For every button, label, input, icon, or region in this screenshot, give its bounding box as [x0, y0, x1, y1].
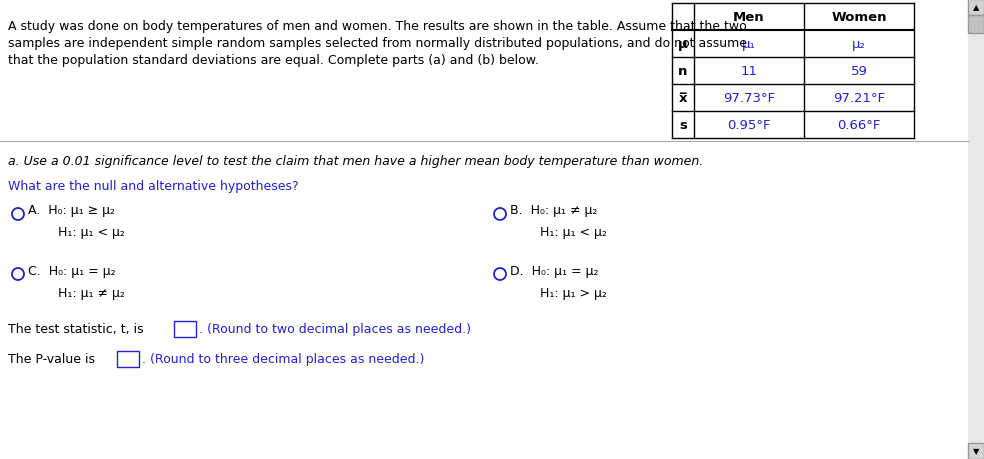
Text: x̅: x̅	[679, 92, 687, 105]
FancyBboxPatch shape	[968, 0, 984, 459]
Text: H₁: μ₁ < μ₂: H₁: μ₁ < μ₂	[540, 226, 607, 239]
Text: H₁: μ₁ > μ₂: H₁: μ₁ > μ₂	[540, 286, 607, 299]
Text: that the population standard deviations are equal. Complete parts (a) and (b) be: that the population standard deviations …	[8, 54, 539, 67]
Text: 0.66°F: 0.66°F	[837, 119, 881, 132]
Text: μ: μ	[678, 38, 688, 51]
Text: What are the null and alternative hypotheses?: What are the null and alternative hypoth…	[8, 179, 298, 193]
Text: . (Round to three decimal places as needed.): . (Round to three decimal places as need…	[142, 353, 424, 366]
Text: Women: Women	[831, 11, 887, 24]
Text: μ₁: μ₁	[742, 38, 756, 51]
FancyBboxPatch shape	[968, 16, 984, 34]
Text: The test statistic, t, is: The test statistic, t, is	[8, 323, 144, 336]
Text: Men: Men	[733, 11, 765, 24]
Text: ▼: ▼	[973, 447, 979, 455]
Text: H₁: μ₁ ≠ μ₂: H₁: μ₁ ≠ μ₂	[58, 286, 125, 299]
Text: n: n	[678, 65, 688, 78]
Text: The P-value is: The P-value is	[8, 353, 95, 366]
Text: a. Use a 0.01 significance level to test the claim that men have a higher mean b: a. Use a 0.01 significance level to test…	[8, 155, 704, 168]
Text: A study was done on body temperatures of men and women. The results are shown in: A study was done on body temperatures of…	[8, 20, 747, 33]
Text: μ₂: μ₂	[852, 38, 866, 51]
Text: 11: 11	[741, 65, 758, 78]
Text: A.  H₀: μ₁ ≥ μ₂: A. H₀: μ₁ ≥ μ₂	[28, 204, 115, 217]
Text: samples are independent simple random samples selected from normally distributed: samples are independent simple random sa…	[8, 37, 747, 50]
Text: 97.73°F: 97.73°F	[723, 92, 775, 105]
Text: B.  H₀: μ₁ ≠ μ₂: B. H₀: μ₁ ≠ μ₂	[510, 204, 597, 217]
Text: s: s	[679, 119, 687, 132]
Text: . (Round to two decimal places as needed.): . (Round to two decimal places as needed…	[199, 323, 471, 336]
Text: C.  H₀: μ₁ = μ₂: C. H₀: μ₁ = μ₂	[28, 264, 116, 277]
FancyBboxPatch shape	[968, 443, 984, 459]
FancyBboxPatch shape	[968, 0, 984, 16]
Text: ▲: ▲	[973, 4, 979, 12]
Text: 0.95°F: 0.95°F	[727, 119, 770, 132]
Text: 97.21°F: 97.21°F	[832, 92, 885, 105]
Text: D.  H₀: μ₁ = μ₂: D. H₀: μ₁ = μ₂	[510, 264, 598, 277]
FancyBboxPatch shape	[174, 321, 196, 337]
Text: H₁: μ₁ < μ₂: H₁: μ₁ < μ₂	[58, 226, 125, 239]
FancyBboxPatch shape	[117, 351, 139, 367]
Text: 59: 59	[850, 65, 868, 78]
